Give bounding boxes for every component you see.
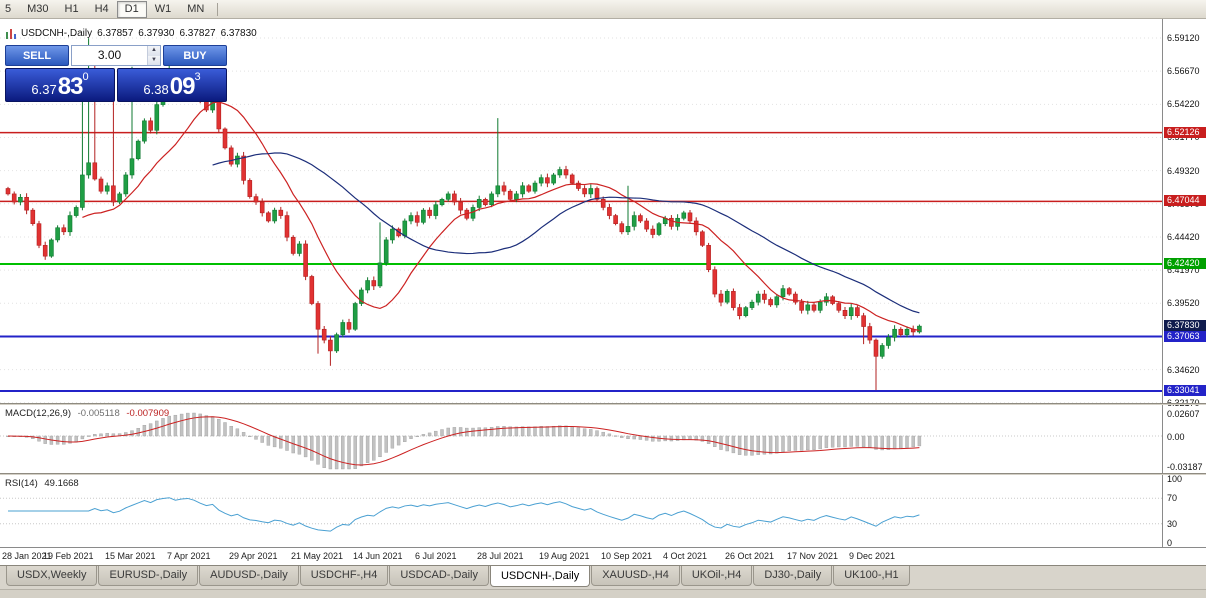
ohlc-open: 6.37857: [97, 28, 134, 39]
volume-box: 3.00 ▲ ▼: [71, 45, 161, 66]
sell-price-big-digits: 83: [57, 73, 84, 100]
rsi-axis-label: 30: [1167, 518, 1178, 529]
macd-axis-label: 0.00: [1167, 432, 1185, 442]
rsi-axis-label: 70: [1167, 493, 1178, 504]
macd-value: -0.005118: [77, 408, 120, 419]
main-chart-canvas[interactable]: [0, 19, 1162, 403]
price-badge: 6.37830: [1164, 320, 1206, 332]
timeframe-button-m30[interactable]: M30: [27, 2, 49, 15]
date-label: 10 Sep 2021: [601, 551, 653, 561]
toolbar-separator: [217, 2, 219, 16]
sell-price-display[interactable]: 6.37 83 0: [5, 68, 115, 102]
date-label: 17 Nov 2021: [787, 551, 839, 561]
tab-usdchf-h4[interactable]: USDCHF-,H4: [299, 566, 389, 586]
volume-input[interactable]: 3.00: [97, 48, 122, 62]
price-tick: 6.54220: [1167, 99, 1200, 110]
timeframe-button-h4[interactable]: H4: [94, 2, 109, 15]
ohlc-high: 6.37930: [138, 28, 175, 39]
timeframe-button-5[interactable]: 5: [5, 2, 12, 15]
rsi-canvas[interactable]: [0, 475, 1162, 547]
price-tick: 6.41970: [1167, 265, 1200, 276]
chart-symbol-label: USDCNH-,Daily: [21, 28, 93, 39]
macd-title: MACD(12,26,9): [5, 408, 71, 419]
tab-ukoil-h4[interactable]: UKOil-,H4: [680, 566, 753, 586]
price-badge: 6.47044: [1164, 195, 1206, 207]
price-tick: 6.39520: [1167, 298, 1200, 309]
ohlc-low: 6.37827: [179, 28, 216, 39]
date-label: 19 Feb 2021: [43, 551, 94, 561]
date-label: 7 Apr 2021: [167, 551, 211, 561]
status-strip: [0, 589, 1206, 598]
date-label: 6 Jul 2021: [415, 551, 457, 561]
macd-axis-label: 0.02607: [1167, 409, 1200, 419]
macd-indicator-pane[interactable]: MACD(12,26,9) -0.005118 -0.007909: [0, 405, 1162, 473]
rsi-axis-label: 100: [1167, 474, 1183, 484]
price-tick: 6.34620: [1167, 364, 1200, 375]
chart-icon: [6, 28, 16, 39]
pane-divider-rsi[interactable]: [0, 473, 1206, 475]
price-tick: 6.59120: [1167, 33, 1200, 43]
tab-dj30-daily[interactable]: DJ30-,Daily: [753, 566, 833, 586]
date-label: 28 Jul 2021: [477, 551, 524, 561]
sell-button[interactable]: SELL: [5, 45, 69, 66]
rsi-value: 49.1668: [44, 478, 79, 489]
date-axis[interactable]: 28 Jan 2021 19 Feb 2021 15 Mar 2021 7 Apr 2…: [0, 547, 1206, 565]
rsi-axis-label: 0: [1167, 538, 1173, 548]
date-label: 26 Oct 2021: [725, 551, 775, 561]
tab-usdcad-daily[interactable]: USDCAD-,Daily: [389, 566, 489, 586]
buy-price-big-digits: 09: [169, 73, 196, 100]
date-label: 9 Dec 2021: [849, 551, 896, 561]
timeframe-toolbar: 5 M30 H1 H4 D1 W1 MN: [0, 0, 1206, 19]
volume-down-button[interactable]: ▼: [148, 55, 160, 65]
sell-price-pipette: 0: [82, 71, 89, 83]
tab-xauusd-h4[interactable]: XAUUSD-,H4: [591, 566, 680, 586]
buy-price-prefix: 6.38: [143, 82, 169, 97]
date-label: 15 Mar 2021: [105, 551, 156, 561]
price-tick: 6.44420: [1167, 231, 1200, 242]
rsi-title: RSI(14): [5, 478, 38, 489]
macd-header: MACD(12,26,9) -0.005118 -0.007909: [5, 408, 173, 419]
rsi-header: RSI(14) 49.1668: [5, 478, 83, 489]
timeframe-button-mn[interactable]: MN: [187, 2, 205, 15]
timeframe-button-d1[interactable]: D1: [116, 0, 147, 18]
volume-up-button[interactable]: ▲: [148, 46, 160, 56]
one-click-trading-panel: SELL 3.00 ▲ ▼ BUY 6.37 83 0 6.38: [5, 45, 227, 102]
date-label: 14 Jun 2021: [353, 551, 403, 561]
timeframe-button-w1[interactable]: W1: [154, 2, 172, 15]
macd-signal-value: -0.007909: [126, 408, 170, 419]
timeframe-button-h1[interactable]: H1: [64, 2, 79, 15]
pane-divider-macd[interactable]: [0, 403, 1206, 405]
price-tick: 6.32170: [1167, 398, 1200, 408]
buy-price-display[interactable]: 6.38 09 3: [117, 68, 227, 102]
price-tick: 6.56670: [1167, 66, 1200, 77]
price-axis[interactable]: 6.591206.566706.542206.517706.493206.468…: [1162, 19, 1206, 548]
macd-canvas[interactable]: [0, 405, 1162, 473]
price-badge: 6.42420: [1164, 258, 1206, 269]
macd-axis-label: -0.03187: [1167, 462, 1203, 472]
tab-usdcnh-daily[interactable]: USDCNH-,Daily: [489, 566, 591, 587]
tab-eurusd-daily[interactable]: EURUSD-,Daily: [98, 566, 199, 586]
chart-tab-bar: USDX,Weekly EURUSD-,Daily AUDUSD-,Daily USD…: [0, 565, 1206, 589]
tab-uk100-h1[interactable]: UK100-,H1: [833, 566, 910, 586]
main-chart-pane[interactable]: USDCNH-,Daily 6.37857 6.37930 6.37827 6.…: [0, 19, 1162, 403]
sell-price-prefix: 6.37: [31, 82, 57, 97]
price-badge: 6.33041: [1164, 384, 1206, 396]
date-label: 19 Aug 2021: [539, 551, 590, 561]
chart-ohlc-readout: USDCNH-,Daily 6.37857 6.37930 6.37827 6.…: [6, 28, 257, 39]
date-label: 4 Oct 2021: [663, 551, 708, 561]
date-label: 29 Apr 2021: [229, 551, 278, 561]
rsi-indicator-pane[interactable]: RSI(14) 49.1668: [0, 475, 1162, 547]
tab-usdx-weekly[interactable]: USDX,Weekly: [6, 566, 98, 586]
price-tick: 6.49320: [1167, 165, 1200, 176]
price-badge: 6.37063: [1164, 330, 1206, 342]
tab-audusd-daily[interactable]: AUDUSD-,Daily: [199, 566, 299, 586]
price-badge: 6.52126: [1164, 126, 1206, 138]
date-label: 28 Jan 2021: [2, 551, 52, 561]
buy-button[interactable]: BUY: [163, 45, 227, 66]
date-label: 21 May 2021: [291, 551, 344, 561]
buy-price-pipette: 3: [194, 71, 201, 83]
ohlc-close: 6.37830: [220, 28, 257, 39]
